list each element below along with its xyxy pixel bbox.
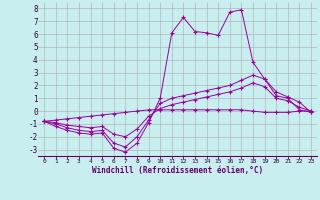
X-axis label: Windchill (Refroidissement éolien,°C): Windchill (Refroidissement éolien,°C) [92,166,263,175]
